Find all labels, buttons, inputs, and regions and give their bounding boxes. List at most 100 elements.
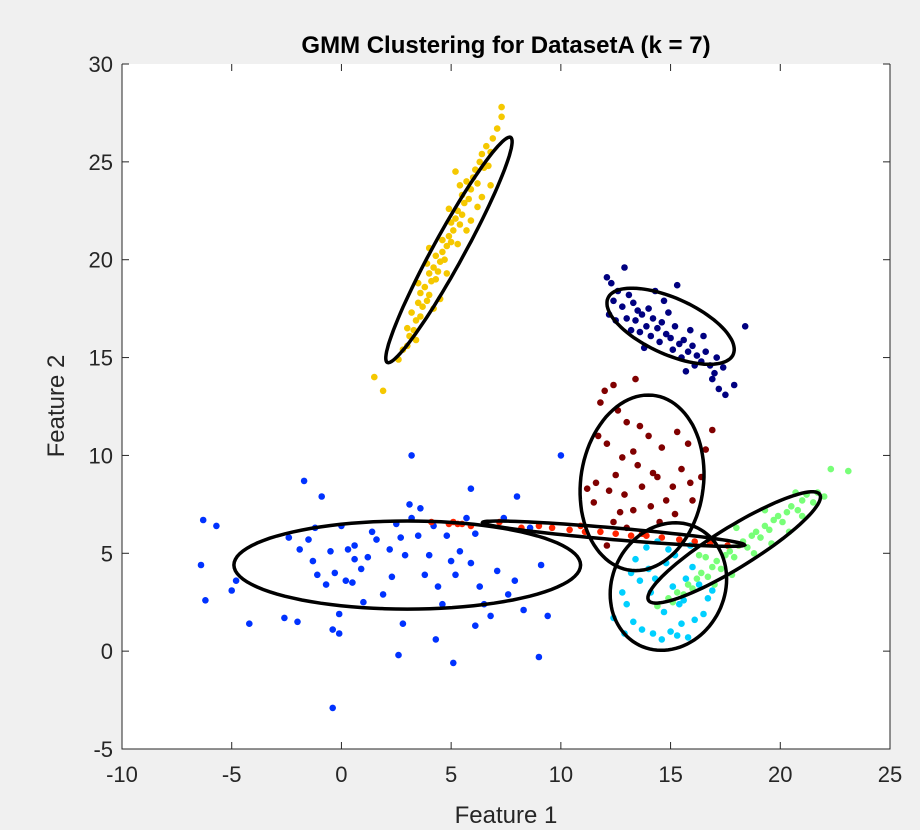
data-point-cluster-1 <box>404 324 411 332</box>
data-point-cluster-2 <box>621 264 628 271</box>
data-point-cluster-2 <box>625 291 633 299</box>
data-point-cluster-1 <box>478 150 486 158</box>
data-point-cluster-4 <box>199 516 207 524</box>
data-point-cluster-6 <box>691 616 698 624</box>
data-point-cluster-3 <box>590 499 598 506</box>
data-point-cluster-2 <box>608 279 615 287</box>
data-point-cluster-4 <box>197 561 205 569</box>
data-point-cluster-1 <box>430 264 437 271</box>
data-point-cluster-2 <box>654 324 661 332</box>
data-point-cluster-4 <box>386 546 394 553</box>
data-point-cluster-2 <box>719 364 727 371</box>
y-tick-label: 5 <box>101 541 113 566</box>
data-point-cluster-5 <box>612 530 619 537</box>
data-point-cluster-3 <box>603 542 611 549</box>
data-point-cluster-4 <box>335 610 343 618</box>
data-point-cluster-1 <box>489 135 497 142</box>
data-point-cluster-1 <box>498 113 505 121</box>
data-point-cluster-2 <box>709 375 716 383</box>
data-point-cluster-7 <box>704 573 712 581</box>
data-point-cluster-4 <box>388 573 396 581</box>
data-point-cluster-1 <box>456 221 464 228</box>
data-point-cluster-2 <box>649 315 657 322</box>
data-point-cluster-5 <box>597 528 604 536</box>
data-point-cluster-4 <box>406 501 413 508</box>
data-point-cluster-4 <box>452 571 459 579</box>
data-point-cluster-4 <box>379 591 387 598</box>
data-point-cluster-2 <box>671 323 679 330</box>
data-point-cluster-3 <box>645 432 652 440</box>
data-point-cluster-3 <box>687 479 694 487</box>
x-tick-label: 0 <box>335 762 347 787</box>
data-point-cluster-4 <box>342 577 350 584</box>
data-point-cluster-3 <box>594 432 602 440</box>
data-point-cluster-4 <box>296 546 304 553</box>
data-point-cluster-4 <box>349 579 356 586</box>
data-point-cluster-7 <box>713 557 720 565</box>
data-point-cluster-7 <box>698 569 705 577</box>
data-point-cluster-3 <box>623 418 630 426</box>
data-point-cluster-7 <box>809 499 817 506</box>
data-point-cluster-4 <box>318 493 326 500</box>
data-point-cluster-4 <box>395 651 402 659</box>
data-point-cluster-4 <box>351 555 358 563</box>
data-point-cluster-7 <box>794 506 802 514</box>
data-point-cluster-7 <box>757 534 764 541</box>
data-point-cluster-4 <box>314 571 321 579</box>
data-point-cluster-6 <box>689 563 696 571</box>
data-point-cluster-2 <box>713 354 720 361</box>
data-point-cluster-1 <box>458 211 466 218</box>
data-point-cluster-1 <box>434 268 442 275</box>
data-point-cluster-2 <box>623 315 630 322</box>
data-point-cluster-4 <box>213 522 220 530</box>
cluster-1-ellipse <box>384 135 514 365</box>
data-point-cluster-4 <box>408 452 415 459</box>
data-point-cluster-4 <box>535 653 543 661</box>
data-point-cluster-1 <box>474 180 481 187</box>
data-point-cluster-7 <box>684 581 692 588</box>
y-tick-label: 20 <box>89 248 113 273</box>
data-point-cluster-2 <box>715 385 723 393</box>
data-point-cluster-6 <box>680 597 687 604</box>
data-point-cluster-4 <box>463 514 470 522</box>
data-point-cluster-7 <box>798 497 806 504</box>
data-point-cluster-1 <box>445 205 453 213</box>
data-point-cluster-7 <box>798 512 806 520</box>
data-point-cluster-7 <box>845 467 852 475</box>
data-point-cluster-4 <box>504 591 512 598</box>
data-point-cluster-4 <box>557 452 565 459</box>
data-point-cluster-1 <box>432 276 440 283</box>
data-point-cluster-7 <box>761 522 769 530</box>
data-point-cluster-4 <box>281 614 288 622</box>
data-point-cluster-4 <box>450 659 457 667</box>
data-point-cluster-1 <box>478 193 486 201</box>
data-point-cluster-1 <box>476 158 484 166</box>
data-point-cluster-4 <box>421 571 429 579</box>
data-point-cluster-4 <box>472 530 479 537</box>
data-point-cluster-4 <box>329 704 337 712</box>
data-point-cluster-6 <box>678 620 685 627</box>
data-point-cluster-6 <box>700 610 707 618</box>
data-point-cluster-3 <box>654 473 661 481</box>
data-point-cluster-6 <box>643 544 650 551</box>
data-point-cluster-3 <box>636 422 644 430</box>
x-tick-label: 20 <box>768 762 792 787</box>
data-point-cluster-4 <box>467 559 475 567</box>
data-point-cluster-4 <box>357 565 365 573</box>
data-point-cluster-2 <box>693 352 701 359</box>
data-point-cluster-2 <box>656 338 663 346</box>
cluster-2-ellipse <box>605 286 736 367</box>
data-point-cluster-2 <box>687 326 694 334</box>
data-point-cluster-2 <box>660 297 668 305</box>
data-point-cluster-1 <box>417 313 424 320</box>
data-point-cluster-4 <box>456 548 464 555</box>
data-point-cluster-7 <box>733 524 740 532</box>
data-point-cluster-7 <box>766 526 773 534</box>
data-point-cluster-6 <box>676 600 683 608</box>
data-point-cluster-7 <box>730 553 738 561</box>
data-point-cluster-1 <box>419 303 426 311</box>
data-point-cluster-2 <box>669 346 677 354</box>
data-point-cluster-7 <box>695 551 703 559</box>
data-point-cluster-7 <box>783 508 791 516</box>
y-tick-label: 25 <box>89 150 113 175</box>
